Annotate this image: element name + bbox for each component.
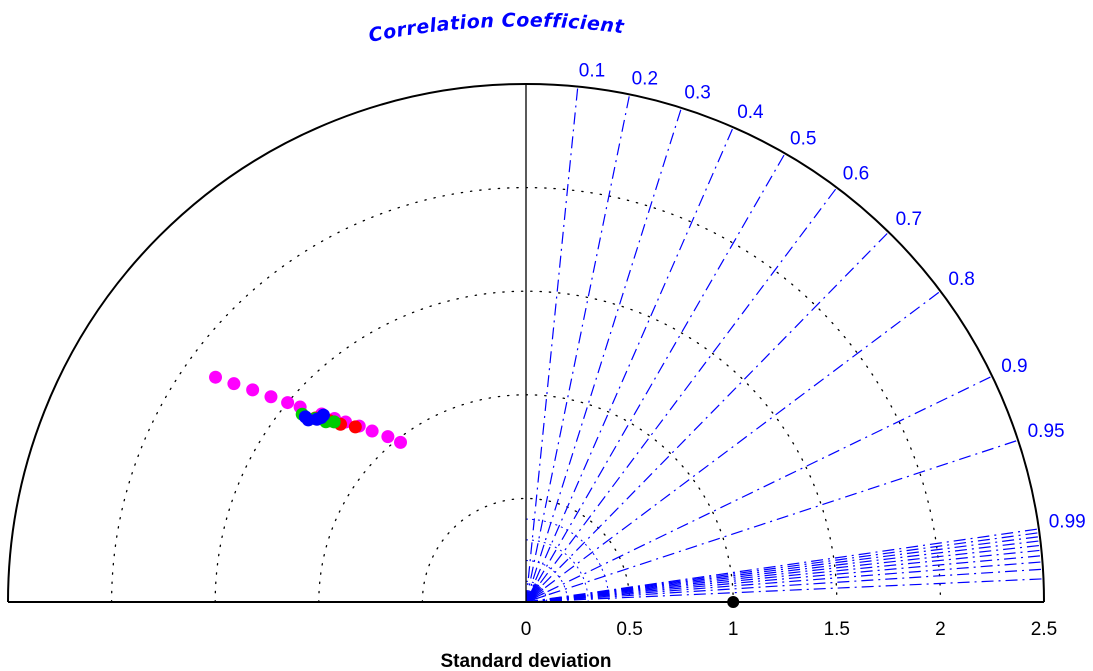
inner-grid-arc bbox=[525, 560, 568, 603]
correlation-line bbox=[525, 540, 1041, 603]
correlation-line bbox=[525, 536, 1040, 603]
data-point bbox=[264, 390, 278, 404]
chart-title-textpath: Correlation Coefficient bbox=[367, 9, 626, 46]
std-tick-label: 0.5 bbox=[616, 619, 642, 640]
data-point bbox=[281, 396, 295, 410]
data-point bbox=[365, 424, 379, 438]
data-point bbox=[381, 430, 395, 444]
correlation-line bbox=[525, 127, 734, 603]
inner-grid-arc bbox=[525, 539, 589, 603]
data-point bbox=[209, 370, 223, 384]
data-points bbox=[209, 370, 740, 608]
data-point bbox=[394, 435, 408, 449]
correlation-line bbox=[525, 532, 1040, 603]
data-point bbox=[246, 383, 260, 397]
correlation-line bbox=[525, 439, 1019, 603]
correlation-line bbox=[525, 555, 1042, 603]
correlation-tick-label: 0.1 bbox=[579, 61, 605, 82]
correlation-line bbox=[525, 231, 890, 603]
x-axis-label: Standard deviation bbox=[440, 651, 611, 671]
correlation-line bbox=[525, 290, 941, 603]
data-point bbox=[327, 415, 341, 429]
correlation-line bbox=[525, 153, 786, 603]
correlation-fan-line bbox=[525, 594, 546, 603]
std-tick-label: 2 bbox=[935, 619, 946, 640]
correlation-lines bbox=[525, 86, 1044, 603]
correlation-line bbox=[525, 86, 579, 603]
correlation-line bbox=[525, 549, 1042, 603]
correlation-line bbox=[525, 528, 1039, 603]
chart-title-text: Correlation Coefficient bbox=[367, 9, 626, 46]
correlation-line bbox=[525, 561, 1043, 603]
correlation-tick-label: 0.2 bbox=[632, 69, 658, 90]
std-tick-label: 0 bbox=[521, 619, 532, 640]
data-point bbox=[316, 408, 330, 422]
correlation-line bbox=[525, 107, 682, 603]
correlation-line bbox=[525, 187, 838, 603]
data-point bbox=[227, 377, 241, 391]
correlation-tick-labels: 0.1 0.2 0.3 0.4 0.5 0.6 0.7 0.8 0.9 0.95 0.99 bbox=[579, 61, 1086, 533]
chart-title: Correlation Coefficient bbox=[367, 9, 626, 46]
correlation-line bbox=[525, 568, 1044, 603]
axes bbox=[7, 83, 1045, 603]
std-tick-label: 1 bbox=[728, 619, 739, 640]
correlation-tick-label: 0.95 bbox=[1028, 421, 1065, 442]
std-tick-label: 1.5 bbox=[824, 619, 850, 640]
correlation-tick-label: 0.6 bbox=[843, 164, 869, 185]
correlation-line bbox=[525, 544, 1041, 603]
correlation-tick-label: 0.7 bbox=[896, 209, 922, 230]
correlation-tick-label: 0.9 bbox=[1001, 356, 1027, 377]
correlation-tick-label: 0.99 bbox=[1049, 512, 1086, 533]
correlation-tick-label: 0.4 bbox=[737, 102, 764, 123]
correlation-tick-label: 0.8 bbox=[948, 269, 974, 290]
correlation-line bbox=[525, 94, 631, 603]
correlation-tick-label: 0.5 bbox=[790, 129, 816, 150]
std-dev-tick-labels: 0 0.5 1 1.5 2 2.5 bbox=[521, 619, 1058, 640]
std-tick-label: 2.5 bbox=[1031, 619, 1057, 640]
correlation-line bbox=[525, 375, 993, 603]
correlation-tick-label: 0.3 bbox=[684, 82, 710, 103]
reference-point bbox=[727, 596, 740, 608]
data-point bbox=[348, 420, 362, 434]
